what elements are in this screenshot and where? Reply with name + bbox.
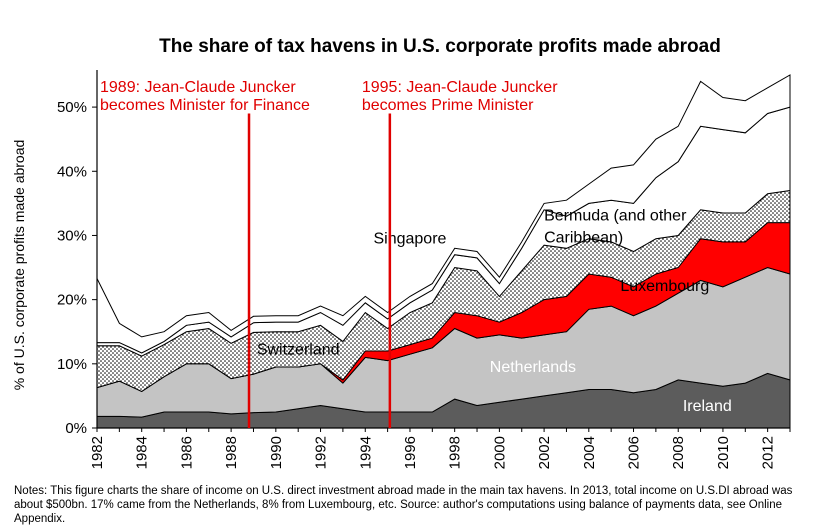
annotation-label: 1995: Jean-Claude Juncker [362, 79, 558, 96]
area-singapore [96, 74, 791, 354]
series-label-luxembourg: Luxembourg [620, 278, 709, 295]
axes [96, 70, 790, 429]
annotation-label: becomes Minister for Finance [100, 97, 310, 114]
x-tick-label: 2010 [715, 436, 732, 469]
x-tick-label: 2012 [760, 436, 777, 469]
series-labels: Ireland Netherlands Luxembourg Switzerland B… [257, 207, 732, 415]
series-label-switzerland: Switzerland [257, 341, 340, 358]
x-tick-labels: 1982 1984 1986 1988 1990 1992 1994 1996 1998 2000… [89, 428, 791, 469]
series-areas [96, 74, 791, 429]
x-tick-label: 2002 [536, 436, 553, 469]
x-tick-label: 1998 [447, 436, 464, 469]
x-tick-label: 2000 [491, 436, 508, 469]
x-tick-label: 2006 [626, 436, 643, 469]
series-label-netherlands: Netherlands [490, 359, 576, 376]
x-tick-label: 2008 [670, 436, 687, 469]
y-tick-label: 40% [57, 163, 87, 180]
chart-title: The share of tax havens in U.S. corporat… [159, 36, 721, 57]
x-tick-label: 1992 [313, 436, 330, 469]
x-tick-label: 2004 [581, 436, 598, 469]
y-tick-label: 50% [57, 99, 87, 116]
y-tick-label: 20% [57, 292, 87, 309]
series-label-bermuda-and-other-caribbean: Caribbean) [544, 229, 623, 246]
x-tick-label: 1994 [357, 436, 374, 469]
y-tick-labels: 0% 10% 20% 30% 40% 50% [57, 99, 97, 437]
y-tick-label: 30% [57, 227, 87, 244]
y-tick-label: 0% [65, 420, 87, 437]
annotation-label: becomes Prime Minister [362, 97, 534, 114]
x-tick-label: 1982 [89, 436, 106, 469]
chart-notes: Notes: This figure charts the share of i… [14, 485, 793, 525]
x-tick-label: 1986 [178, 436, 195, 469]
y-tick-label: 10% [57, 356, 87, 373]
x-tick-label: 1988 [223, 436, 240, 469]
x-tick-label: 1984 [134, 436, 151, 469]
x-tick-label: 1996 [402, 436, 419, 469]
x-tick-label: 1990 [268, 436, 285, 469]
series-label-bermuda-and-other-caribbean: Bermuda (and other [544, 207, 687, 224]
y-axis-label: % of U.S. corporate profits made abroad [11, 140, 27, 391]
series-label-ireland: Ireland [683, 398, 732, 415]
series-label-singapore: Singapore [373, 231, 446, 248]
annotation-label: 1989: Jean-Claude Juncker [100, 79, 296, 96]
